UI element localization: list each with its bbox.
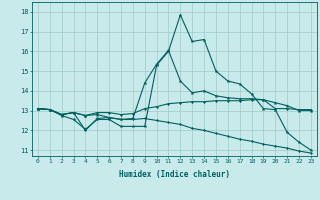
X-axis label: Humidex (Indice chaleur): Humidex (Indice chaleur) <box>119 170 230 179</box>
